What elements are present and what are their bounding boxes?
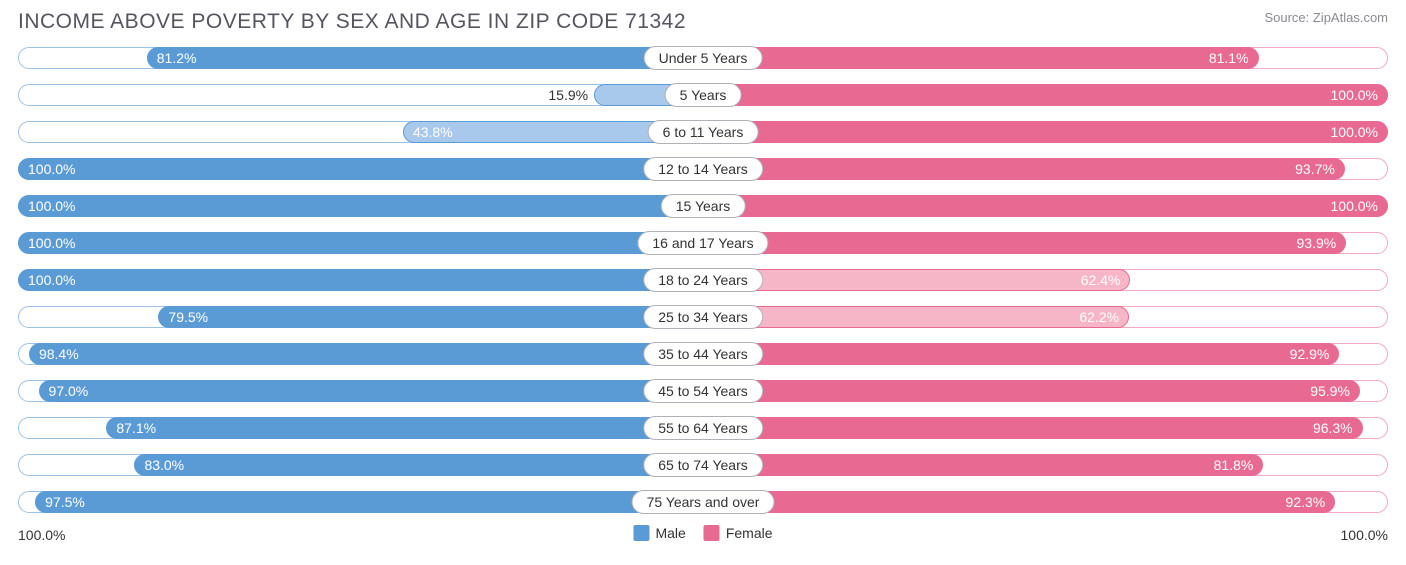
female-bar bbox=[703, 454, 1263, 476]
chart-source: Source: ZipAtlas.com bbox=[1264, 10, 1388, 25]
male-bar bbox=[35, 491, 703, 513]
female-value-label: 100.0% bbox=[1331, 192, 1378, 220]
category-label: 18 to 24 Years bbox=[643, 268, 763, 292]
male-value-label: 100.0% bbox=[28, 155, 75, 183]
female-value-label: 96.3% bbox=[1313, 414, 1353, 442]
female-value-label: 100.0% bbox=[1331, 118, 1378, 146]
female-swatch-icon bbox=[704, 525, 720, 541]
category-label: 65 to 74 Years bbox=[643, 453, 763, 477]
male-value-label: 15.9% bbox=[548, 81, 588, 109]
female-value-label: 62.4% bbox=[1081, 266, 1121, 294]
male-bar bbox=[18, 195, 703, 217]
male-bar bbox=[29, 343, 703, 365]
female-value-label: 93.7% bbox=[1295, 155, 1335, 183]
male-bar bbox=[147, 47, 703, 69]
chart-row: 100.0% 100.0% 15 Years bbox=[18, 192, 1388, 220]
male-bar bbox=[39, 380, 703, 402]
category-label: 12 to 14 Years bbox=[643, 157, 763, 181]
category-label: 16 and 17 Years bbox=[637, 231, 768, 255]
chart-row: 97.0% 95.9% 45 to 54 Years bbox=[18, 377, 1388, 405]
category-label: 35 to 44 Years bbox=[643, 342, 763, 366]
axis-left-label: 100.0% bbox=[18, 527, 65, 543]
female-bar bbox=[703, 158, 1345, 180]
header: INCOME ABOVE POVERTY BY SEX AND AGE IN Z… bbox=[18, 10, 1388, 34]
category-label: 55 to 64 Years bbox=[643, 416, 763, 440]
female-value-label: 92.9% bbox=[1290, 340, 1330, 368]
chart-row: 97.5% 92.3% 75 Years and over bbox=[18, 488, 1388, 516]
female-bar bbox=[703, 343, 1339, 365]
axis-row: 100.0% 100.0% Male Female bbox=[18, 525, 1388, 549]
female-bar bbox=[703, 47, 1259, 69]
chart-row: 98.4% 92.9% 35 to 44 Years bbox=[18, 340, 1388, 368]
category-label: 6 to 11 Years bbox=[648, 120, 759, 144]
chart-row: 100.0% 93.9% 16 and 17 Years bbox=[18, 229, 1388, 257]
male-bar bbox=[134, 454, 703, 476]
female-bar bbox=[703, 417, 1363, 439]
category-label: 5 Years bbox=[665, 83, 742, 107]
chart-row: 43.8% 100.0% 6 to 11 Years bbox=[18, 118, 1388, 146]
female-value-label: 81.8% bbox=[1214, 451, 1254, 479]
male-bar bbox=[18, 269, 703, 291]
male-bar bbox=[158, 306, 703, 328]
male-value-label: 87.1% bbox=[116, 414, 156, 442]
category-label: 25 to 34 Years bbox=[643, 305, 763, 329]
legend: Male Female bbox=[633, 525, 772, 541]
male-value-label: 100.0% bbox=[28, 229, 75, 257]
female-value-label: 81.1% bbox=[1209, 44, 1249, 72]
female-bar bbox=[703, 306, 1129, 328]
chart-row: 100.0% 62.4% 18 to 24 Years bbox=[18, 266, 1388, 294]
category-label: Under 5 Years bbox=[644, 46, 763, 70]
chart-row: 81.2% 81.1% Under 5 Years bbox=[18, 44, 1388, 72]
female-bar bbox=[703, 195, 1388, 217]
chart-row: 15.9% 100.0% 5 Years bbox=[18, 81, 1388, 109]
male-bar bbox=[18, 158, 703, 180]
legend-female-label: Female bbox=[726, 525, 773, 541]
male-value-label: 100.0% bbox=[28, 192, 75, 220]
female-value-label: 93.9% bbox=[1297, 229, 1337, 257]
category-label: 15 Years bbox=[661, 194, 746, 218]
female-value-label: 95.9% bbox=[1310, 377, 1350, 405]
female-bar bbox=[703, 84, 1388, 106]
axis-right-label: 100.0% bbox=[1341, 527, 1388, 543]
chart-title: INCOME ABOVE POVERTY BY SEX AND AGE IN Z… bbox=[18, 10, 686, 34]
chart-row: 100.0% 93.7% 12 to 14 Years bbox=[18, 155, 1388, 183]
male-value-label: 97.5% bbox=[45, 488, 85, 516]
female-value-label: 62.2% bbox=[1079, 303, 1119, 331]
female-bar bbox=[703, 121, 1388, 143]
chart-body: 81.2% 81.1% Under 5 Years 15.9% 100.0% 5 Year… bbox=[18, 44, 1388, 516]
category-label: 75 Years and over bbox=[632, 490, 775, 514]
male-value-label: 83.0% bbox=[144, 451, 184, 479]
male-bar bbox=[18, 232, 703, 254]
male-swatch-icon bbox=[633, 525, 649, 541]
male-value-label: 43.8% bbox=[413, 118, 453, 146]
chart-row: 79.5% 62.2% 25 to 34 Years bbox=[18, 303, 1388, 331]
male-bar bbox=[106, 417, 703, 439]
male-value-label: 81.2% bbox=[157, 44, 197, 72]
legend-female: Female bbox=[704, 525, 773, 541]
female-bar bbox=[703, 232, 1346, 254]
male-value-label: 97.0% bbox=[49, 377, 89, 405]
chart-row: 87.1% 96.3% 55 to 64 Years bbox=[18, 414, 1388, 442]
female-bar bbox=[703, 269, 1130, 291]
legend-male: Male bbox=[633, 525, 685, 541]
male-value-label: 100.0% bbox=[28, 266, 75, 294]
chart-row: 83.0% 81.8% 65 to 74 Years bbox=[18, 451, 1388, 479]
male-value-label: 79.5% bbox=[168, 303, 208, 331]
female-bar bbox=[703, 380, 1360, 402]
female-bar bbox=[703, 491, 1335, 513]
legend-male-label: Male bbox=[655, 525, 685, 541]
category-label: 45 to 54 Years bbox=[643, 379, 763, 403]
chart-container: { "title": "INCOME ABOVE POVERTY BY SEX … bbox=[0, 0, 1406, 565]
male-value-label: 98.4% bbox=[39, 340, 79, 368]
female-value-label: 92.3% bbox=[1286, 488, 1326, 516]
female-value-label: 100.0% bbox=[1331, 81, 1378, 109]
